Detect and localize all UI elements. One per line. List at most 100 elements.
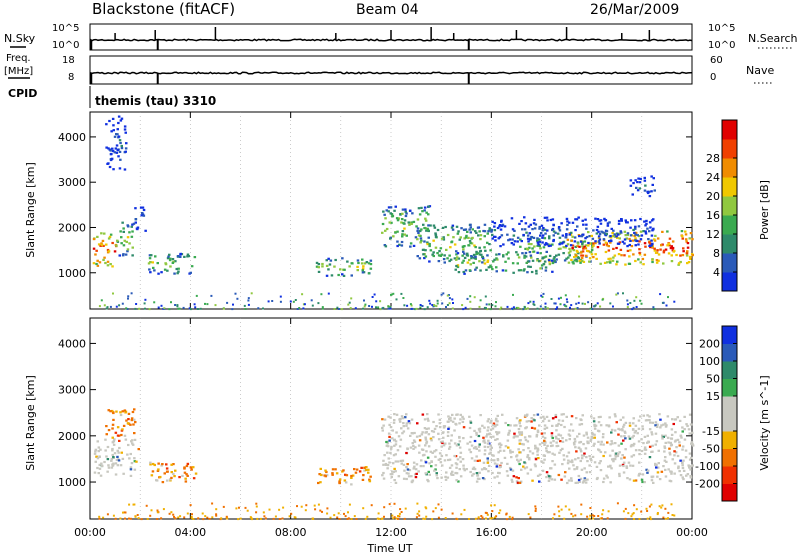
velocity-near-range-cell [484, 517, 487, 520]
velocity-data-cell [133, 432, 136, 435]
power-data-cell [648, 244, 651, 247]
velocity-data-cell [181, 474, 184, 477]
power-data-cell [361, 271, 365, 274]
power-data-cell [617, 253, 621, 256]
power-data-cell [490, 230, 493, 233]
velocity-data-cell [536, 413, 540, 416]
power-data-cell [632, 182, 635, 185]
power-near-range-cell [541, 307, 544, 310]
velocity-data-cell [591, 436, 595, 439]
power-data-cell [671, 249, 675, 252]
velocity-near-range-cell [249, 516, 252, 519]
velocity-data-cell [577, 474, 581, 478]
velocity-data-cell [438, 418, 442, 421]
velocity-data-cell [488, 432, 492, 435]
power-data-cell [571, 221, 575, 224]
power-data-cell [507, 239, 510, 242]
power-data-cell [540, 224, 544, 227]
power-data-cell [620, 231, 623, 234]
velocity-data-cell [117, 451, 120, 454]
power-data-cell [560, 222, 563, 225]
power-data-cell [475, 266, 478, 269]
velocity-data-cell [440, 445, 443, 448]
velocity-data-cell [184, 480, 188, 483]
power-data-cell [126, 224, 129, 227]
power-data-cell [111, 149, 115, 153]
power-data-cell [606, 224, 610, 227]
velocity-near-range-cell [671, 514, 674, 516]
velocity-data-cell [420, 459, 423, 462]
power-data-cell [557, 226, 561, 229]
velocity-data-cell [597, 448, 600, 451]
velocity-data-cell [545, 471, 549, 474]
power-data-cell [130, 225, 133, 228]
velocity-data-cell [437, 432, 440, 435]
velocity-data-cell [534, 444, 537, 447]
velocity-data-cell [595, 477, 599, 481]
power-data-cell [611, 259, 615, 262]
velocity-data-cell [631, 436, 634, 439]
velocity-data-cell [483, 441, 487, 444]
power-near-range-cell [294, 299, 297, 301]
velocity-data-cell [489, 435, 492, 439]
velocity-near-range-cell [383, 515, 385, 518]
power-data-cell [389, 212, 392, 215]
velocity-data-cell [637, 440, 641, 443]
power-data-cell [106, 162, 109, 165]
power-data-cell [434, 235, 438, 238]
power-data-cell [634, 239, 637, 242]
velocity-data-cell [472, 466, 476, 469]
velocity-data-cell [632, 442, 636, 445]
power-data-cell [522, 233, 525, 237]
power-data-cell [454, 268, 457, 271]
power-near-range-cell [310, 299, 313, 302]
power-data-cell [615, 263, 618, 266]
velocity-data-cell [94, 450, 97, 453]
velocity-data-cell [497, 431, 500, 434]
power-data-cell [361, 269, 364, 272]
power-near-range-cell [574, 307, 577, 310]
power-data-cell [500, 219, 503, 222]
velocity-data-cell [579, 450, 583, 453]
power-near-range-cell [311, 304, 314, 307]
velocity-data-cell [388, 461, 391, 464]
power-data-cell [524, 255, 528, 258]
power-data-cell [637, 258, 640, 261]
velocity-data-cell [408, 422, 412, 425]
velocity-data-cell [399, 459, 403, 462]
power-near-range-cell [659, 293, 662, 296]
power-data-cell [588, 257, 592, 260]
velocity-data-cell [480, 468, 484, 471]
power-near-range-cell [143, 302, 146, 305]
velocity-data-cell [665, 460, 668, 463]
power-data-cell [612, 229, 615, 232]
power-data-cell [584, 237, 587, 240]
power-data-cell [538, 225, 541, 229]
velocity-near-range-cell [191, 513, 193, 516]
velocity-data-cell [650, 431, 653, 434]
power-data-cell [449, 246, 452, 249]
power-data-cell [629, 249, 632, 252]
power-near-range-cell [157, 306, 160, 309]
velocity-near-range-cell [399, 508, 402, 511]
velocity-data-cell [475, 472, 479, 475]
velocity-data-cell [510, 478, 514, 481]
power-near-range-cell [160, 304, 163, 307]
velocity-data-cell [358, 470, 362, 473]
power-ylabel: Slant Range [km] [24, 162, 37, 258]
velocity-data-cell [673, 418, 677, 421]
velocity-data-cell [681, 426, 684, 429]
velocity-data-cell [391, 437, 394, 440]
power-near-range-cell [267, 300, 270, 303]
velocity-data-cell [620, 442, 623, 445]
velocity-data-cell [394, 440, 398, 443]
power-data-cell [442, 236, 445, 239]
velocity-data-cell [536, 448, 540, 451]
velocity-data-cell [668, 451, 671, 454]
power-near-range-cell [596, 302, 599, 305]
power-data-cell [540, 264, 544, 267]
velocity-data-cell [590, 435, 593, 438]
velocity-data-cell [662, 435, 665, 438]
power-near-range-cell [466, 297, 469, 300]
power-data-cell [478, 230, 481, 233]
